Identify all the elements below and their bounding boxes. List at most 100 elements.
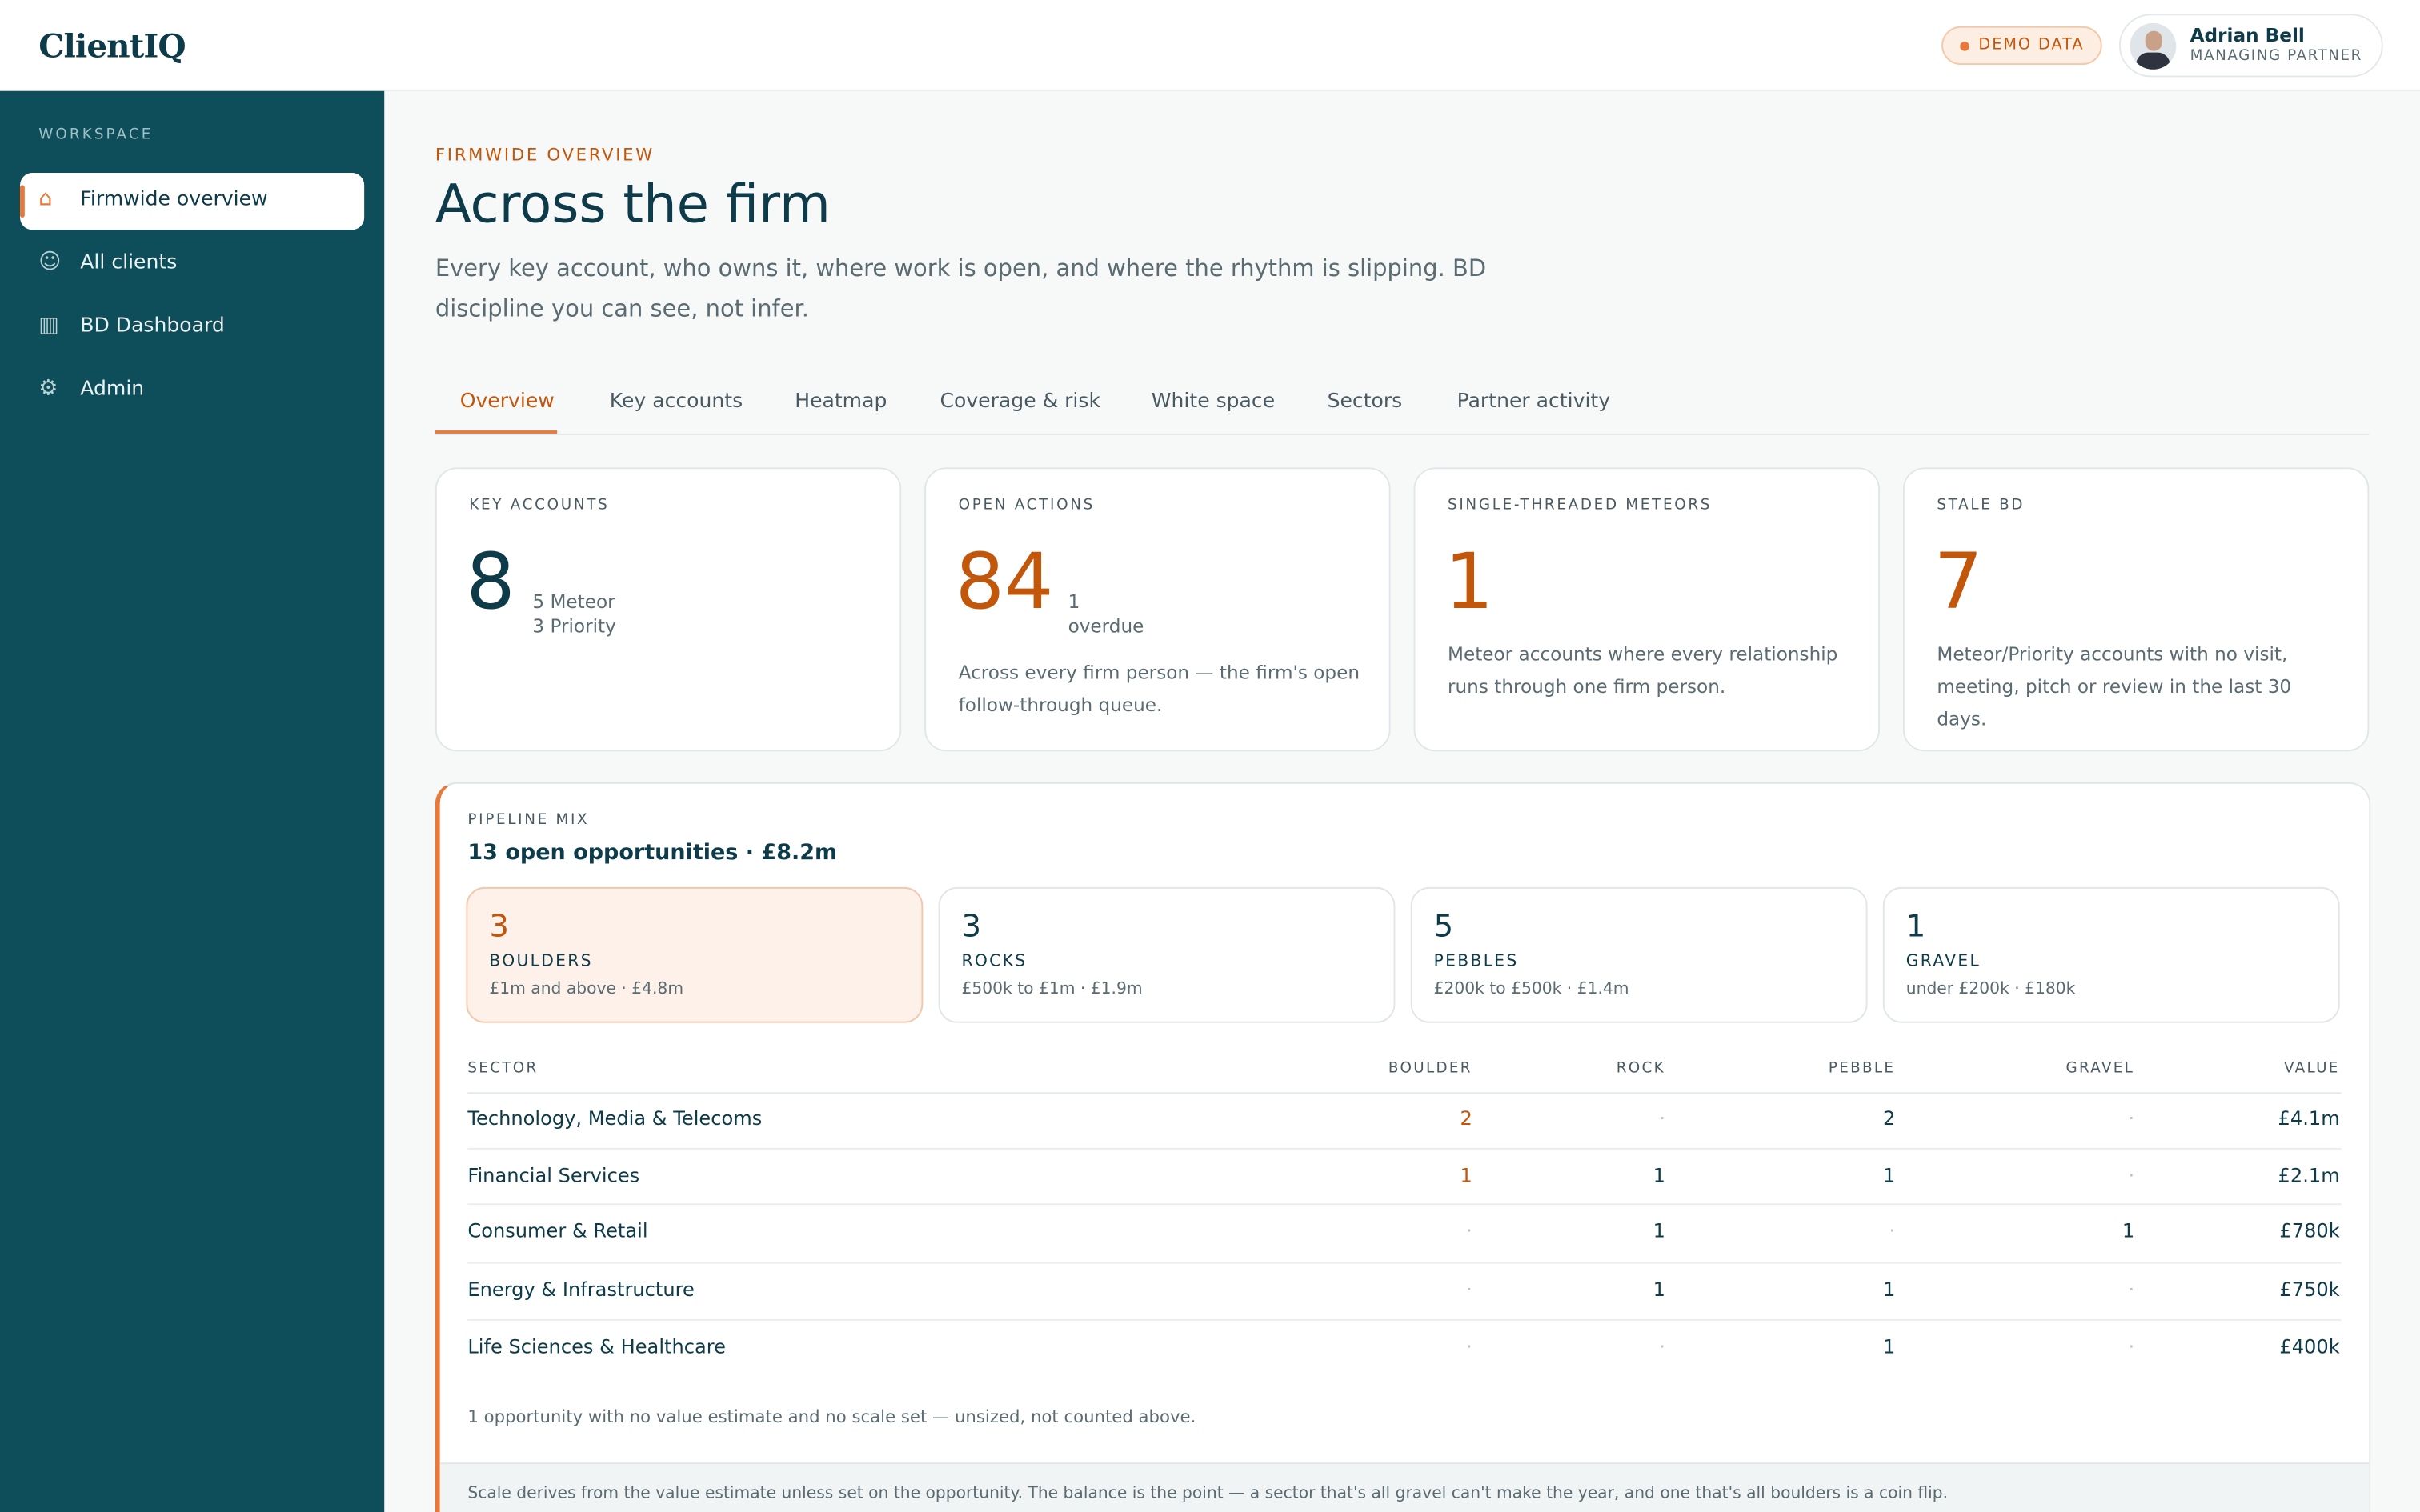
avatar-head [2145,30,2162,51]
nav-accent [20,185,25,218]
tab[interactable]: Sectors [1327,390,1403,414]
tab[interactable]: Heatmap [795,390,887,414]
table-cell: 2 [1460,1106,1472,1130]
avatar [2130,22,2177,70]
kpi-note: Meteor accounts where every relationship… [1447,643,1838,698]
table-cell: £400k [2279,1334,2340,1358]
table-cell: £2.1m [2278,1163,2340,1187]
table-cell: 1 [1882,1163,1896,1187]
nav-item[interactable]: ▥ BD Dashboard [20,299,364,356]
table-cell: · [1466,1334,1472,1358]
scale-name: GRAVEL [1905,951,1981,971]
nav-icon: ⚙ [38,376,58,402]
scale-card[interactable]: 5 PEBBLES £200k to £500k · £1.4m [1410,886,1868,1023]
tab-underline [435,430,558,434]
table-cell: Consumer & Retail [467,1218,648,1242]
tab[interactable]: White space [1151,390,1276,414]
table-cell: · [1466,1277,1472,1301]
tabs-rule [435,433,2370,435]
table-cell: £4.1m [2278,1106,2340,1130]
scale-card[interactable]: 3 BOULDERS £1m and above · £4.8m [466,886,924,1023]
page-description: Every key account, who owns it, where wo… [435,254,1487,323]
table-rule [467,1147,2342,1150]
scale-name: ROCKS [961,951,1028,971]
column-header: BOULDER [1388,1059,1472,1078]
scale-card[interactable]: 3 ROCKS £500k to £1m · £1.9m [938,886,1396,1023]
sidebar-section: WORKSPACE [38,126,154,144]
pipeline-label: PIPELINE MIX [467,811,590,829]
nav-item[interactable]: ⚙ Admin [20,362,364,419]
avatar-body [2136,52,2170,70]
scale-count: 3 [489,906,509,945]
tab[interactable]: Overview [459,390,555,414]
scale-range: £500k to £1m · £1.9m [961,979,1143,998]
badge-text: DEMO DATA [1978,37,2085,54]
note-text: Scale derives from the value estimate un… [467,1484,1949,1503]
scale-range: £1m and above · £4.8m [489,979,684,998]
kpi-sub: 3 Priority [532,615,616,638]
scale-count: 3 [961,906,982,945]
table-cell: Technology, Media & Telecoms [467,1106,763,1130]
table-cell: · [1659,1106,1665,1130]
table-cell: Life Sciences & Healthcare [467,1334,727,1358]
table-rule [467,1203,2342,1206]
table-cell: · [2128,1163,2135,1187]
nav-item[interactable]: ☺ All clients [20,236,364,293]
table-cell: 1 [1653,1218,1665,1242]
column-header: PEBBLE [1828,1059,1896,1078]
table-cell: · [1889,1218,1896,1242]
kpi-card: STALE BD 7 Meteor/Priority accounts with n… [1902,467,2370,752]
sidebar [0,90,385,1512]
table-cell: · [2128,1334,2135,1358]
table-cell: · [2128,1106,2135,1130]
table-footnote: 1 opportunity with no value estimate and… [467,1406,1196,1427]
nav-icon: ▥ [38,313,59,338]
kpi-note: Across every firm person — the firm's op… [958,662,1360,716]
kpi-sub: 1 [1068,590,1080,613]
column-header: VALUE [2283,1059,2340,1078]
kpi-value: 8 [466,537,515,626]
column-header: GRAVEL [2065,1059,2135,1078]
kpi-value: 1 [1444,537,1494,626]
table-rule [467,1318,2342,1321]
table-cell: £780k [2279,1218,2340,1242]
nav-icon: ☺ [38,250,62,275]
kpi-value: 84 [955,537,1054,626]
kpi-note: Meteor/Priority accounts with no visit, … [1937,643,2292,730]
kpi-label: STALE BD [1937,496,2025,514]
page-title: Across the firm [435,174,831,237]
column-header: SECTOR [467,1059,539,1078]
table-rule [467,1092,2342,1094]
nav-label: Firmwide overview [80,188,268,212]
tab[interactable]: Coverage & risk [940,390,1100,414]
kpi-card: OPEN ACTIONS 84 1 overdue Across every firm … [924,467,1391,752]
demo-badge: DEMO DATA [1941,26,2102,65]
user-card[interactable]: Adrian Bell MANAGING PARTNER [2118,14,2383,78]
table-cell: · [2128,1277,2135,1301]
badge-dot [1960,42,1969,51]
table-cell: 1 [2122,1218,2135,1242]
tab[interactable]: Key accounts [609,390,743,414]
pipeline-card: PIPELINE MIX 13 open opportunities · £8.2… [435,782,2371,1512]
tab[interactable]: Partner activity [1456,390,1611,414]
nav-label: Admin [80,378,145,402]
brand: ClientIQ [38,26,186,65]
scale-card[interactable]: 1 GRAVEL under £200k · £180k [1882,886,2340,1023]
table-cell: 1 [1653,1163,1665,1187]
kpi-card: KEY ACCOUNTS 8 5 Meteor 3 Priority [435,467,902,752]
nav-label: BD Dashboard [80,314,225,338]
kpi-label: KEY ACCOUNTS [469,496,610,514]
nav-item[interactable]: ⌂ Firmwide overview [20,172,365,230]
kpi-sub: 5 Meteor [532,590,615,613]
kpi-sub: overdue [1068,615,1144,638]
nav-label: All clients [80,251,178,275]
kpi-label: SINGLE-THREADED METEORS [1447,496,1713,514]
kpi-card: SINGLE-THREADED METEORS 1 Meteor accounts … [1413,467,1880,752]
pipeline-headline: 13 open opportunities · £8.2m [467,841,838,866]
scale-count: 1 [1905,906,1926,945]
table-cell: 1 [1460,1163,1472,1187]
table-cell: Energy & Infrastructure [467,1277,695,1301]
scale-name: PEBBLES [1433,951,1519,971]
scale-range: under £200k · £180k [1905,979,2076,998]
